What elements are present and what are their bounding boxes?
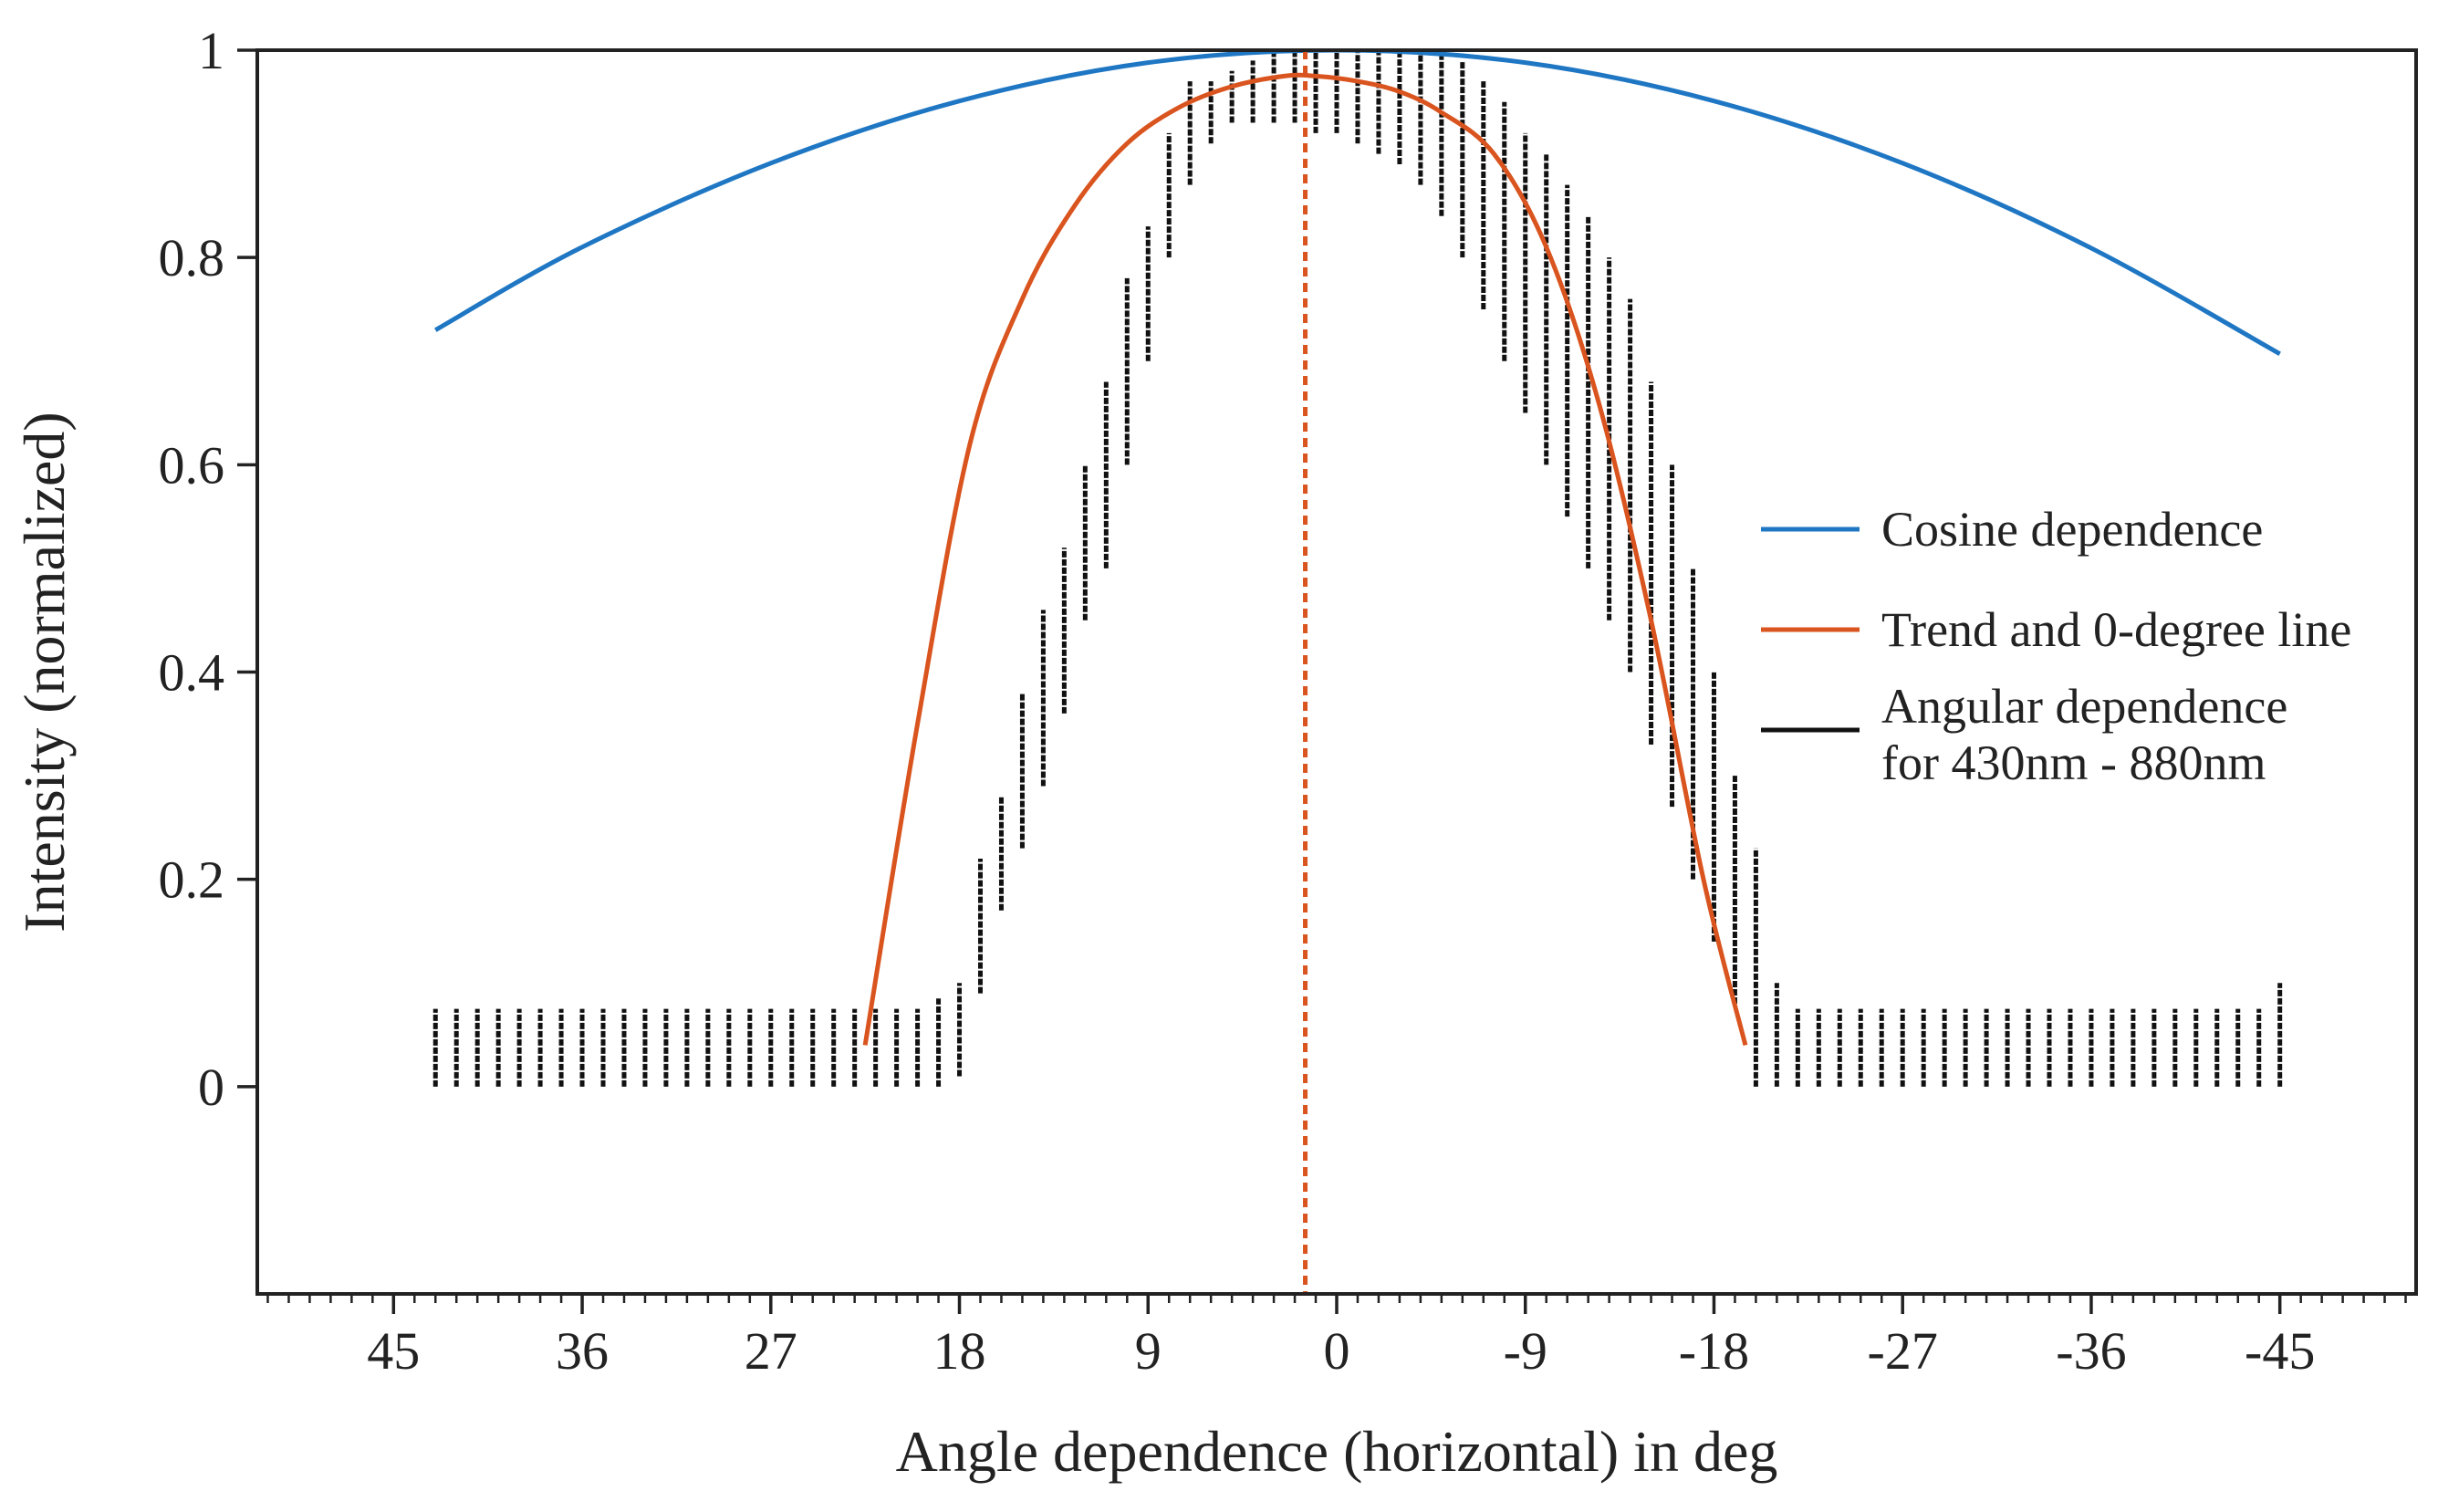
x-tick-label: 18 xyxy=(933,1321,986,1381)
x-tick-label: 45 xyxy=(367,1321,420,1381)
x-tick-label: -45 xyxy=(2245,1321,2315,1381)
y-tick-label: 0 xyxy=(198,1058,224,1117)
legend-label-line: Angular dependence xyxy=(1881,679,2287,734)
cosine-dependence-line xyxy=(434,50,2281,356)
legend-label: Trend and 0-degree line xyxy=(1881,602,2351,657)
plot-border xyxy=(255,48,2418,1296)
axis-ticks: 45 36 27 18 9 0 -9 -18 -27 -36 -45 0 0.2 0.4 0.6 0.8 1 xyxy=(159,21,2407,1381)
y-axis-title: Intensity (normalized) xyxy=(12,412,77,932)
trend-line xyxy=(862,72,1748,1047)
y-tick-label: 0.6 xyxy=(159,435,225,495)
x-axis-title: Angle dependence (horizontal) in deg xyxy=(896,1419,1778,1484)
x-tick-label: -27 xyxy=(1868,1321,1938,1381)
legend-label: Cosine dependence xyxy=(1881,502,2263,557)
y-tick-label: 0.8 xyxy=(159,228,225,287)
legend-label-line: for 430nm - 880nm xyxy=(1881,735,2266,790)
angular-dependence-samples xyxy=(432,50,2283,1087)
y-tick-label: 0.2 xyxy=(159,850,225,910)
legend-label-line: Trend and 0-degree line xyxy=(1881,602,2351,657)
y-tick-label: 0.4 xyxy=(159,643,225,703)
x-tick-label: -36 xyxy=(2056,1321,2126,1381)
x-tick-label: 27 xyxy=(745,1321,797,1381)
plot-frame xyxy=(255,48,2418,1296)
y-tick-label: 1 xyxy=(198,21,224,80)
legend-label: Angular dependence for 430nm - 880nm xyxy=(1881,679,2287,790)
legend: Cosine dependence Trend and 0-degree line… xyxy=(1761,502,2351,790)
x-tick-label: -18 xyxy=(1679,1321,1749,1381)
x-tick-label: 9 xyxy=(1135,1321,1162,1381)
legend-label-line: Cosine dependence xyxy=(1881,502,2263,557)
x-tick-label: 0 xyxy=(1324,1321,1350,1381)
series-lines xyxy=(434,50,2281,1294)
x-tick-label: -9 xyxy=(1504,1321,1547,1381)
x-tick-label: 36 xyxy=(556,1321,609,1381)
